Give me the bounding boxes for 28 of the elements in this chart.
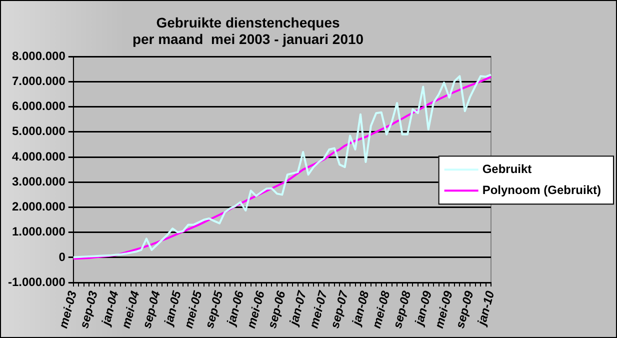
x-tick-label: jan-04 <box>98 289 122 328</box>
x-tick-label: sep-04 <box>140 289 164 330</box>
y-tick-label: 1.000.000 <box>12 224 66 239</box>
y-tick-label: 0 <box>58 250 66 264</box>
y-tick-label: 7.000.000 <box>12 74 66 88</box>
x-tick-label: mei-08 <box>369 289 393 330</box>
y-tick-label: 2.000.000 <box>12 200 66 214</box>
y-tick-label: 5.000.000 <box>12 124 66 138</box>
x-tick-label: sep-07 <box>328 288 352 330</box>
x-tick-label: sep-08 <box>390 289 414 330</box>
x-tick-label: jan-08 <box>348 289 372 328</box>
x-tick-label: jan-06 <box>224 289 247 328</box>
x-tick-label: mei-06 <box>244 289 268 330</box>
x-tick-label: jan-05 <box>160 289 184 328</box>
x-tick-label: mei-04 <box>118 289 142 330</box>
x-tick-label: mei-05 <box>181 289 205 330</box>
y-tick-label: 8.000.000 <box>12 48 66 63</box>
legend-label: Polynoom (Gebruikt) <box>482 182 602 197</box>
y-tick-label: 3.000.000 <box>12 174 66 188</box>
chart-title: Gebruikte dienstencheques per maand mei 2003 - januari 2010 <box>132 14 364 48</box>
x-tick-label: sep-06 <box>264 289 288 330</box>
x-tick-label: sep-05 <box>202 289 226 330</box>
y-tick-label: -1.000.000 <box>8 274 66 289</box>
x-tick-label: jan-10 <box>474 289 498 328</box>
x-tick-label: sep-09 <box>452 289 476 330</box>
y-tick-label: 4.000.000 <box>12 149 66 164</box>
legend-label: Gebruikt <box>482 162 532 176</box>
y-tick-label: 6.000.000 <box>12 99 66 114</box>
